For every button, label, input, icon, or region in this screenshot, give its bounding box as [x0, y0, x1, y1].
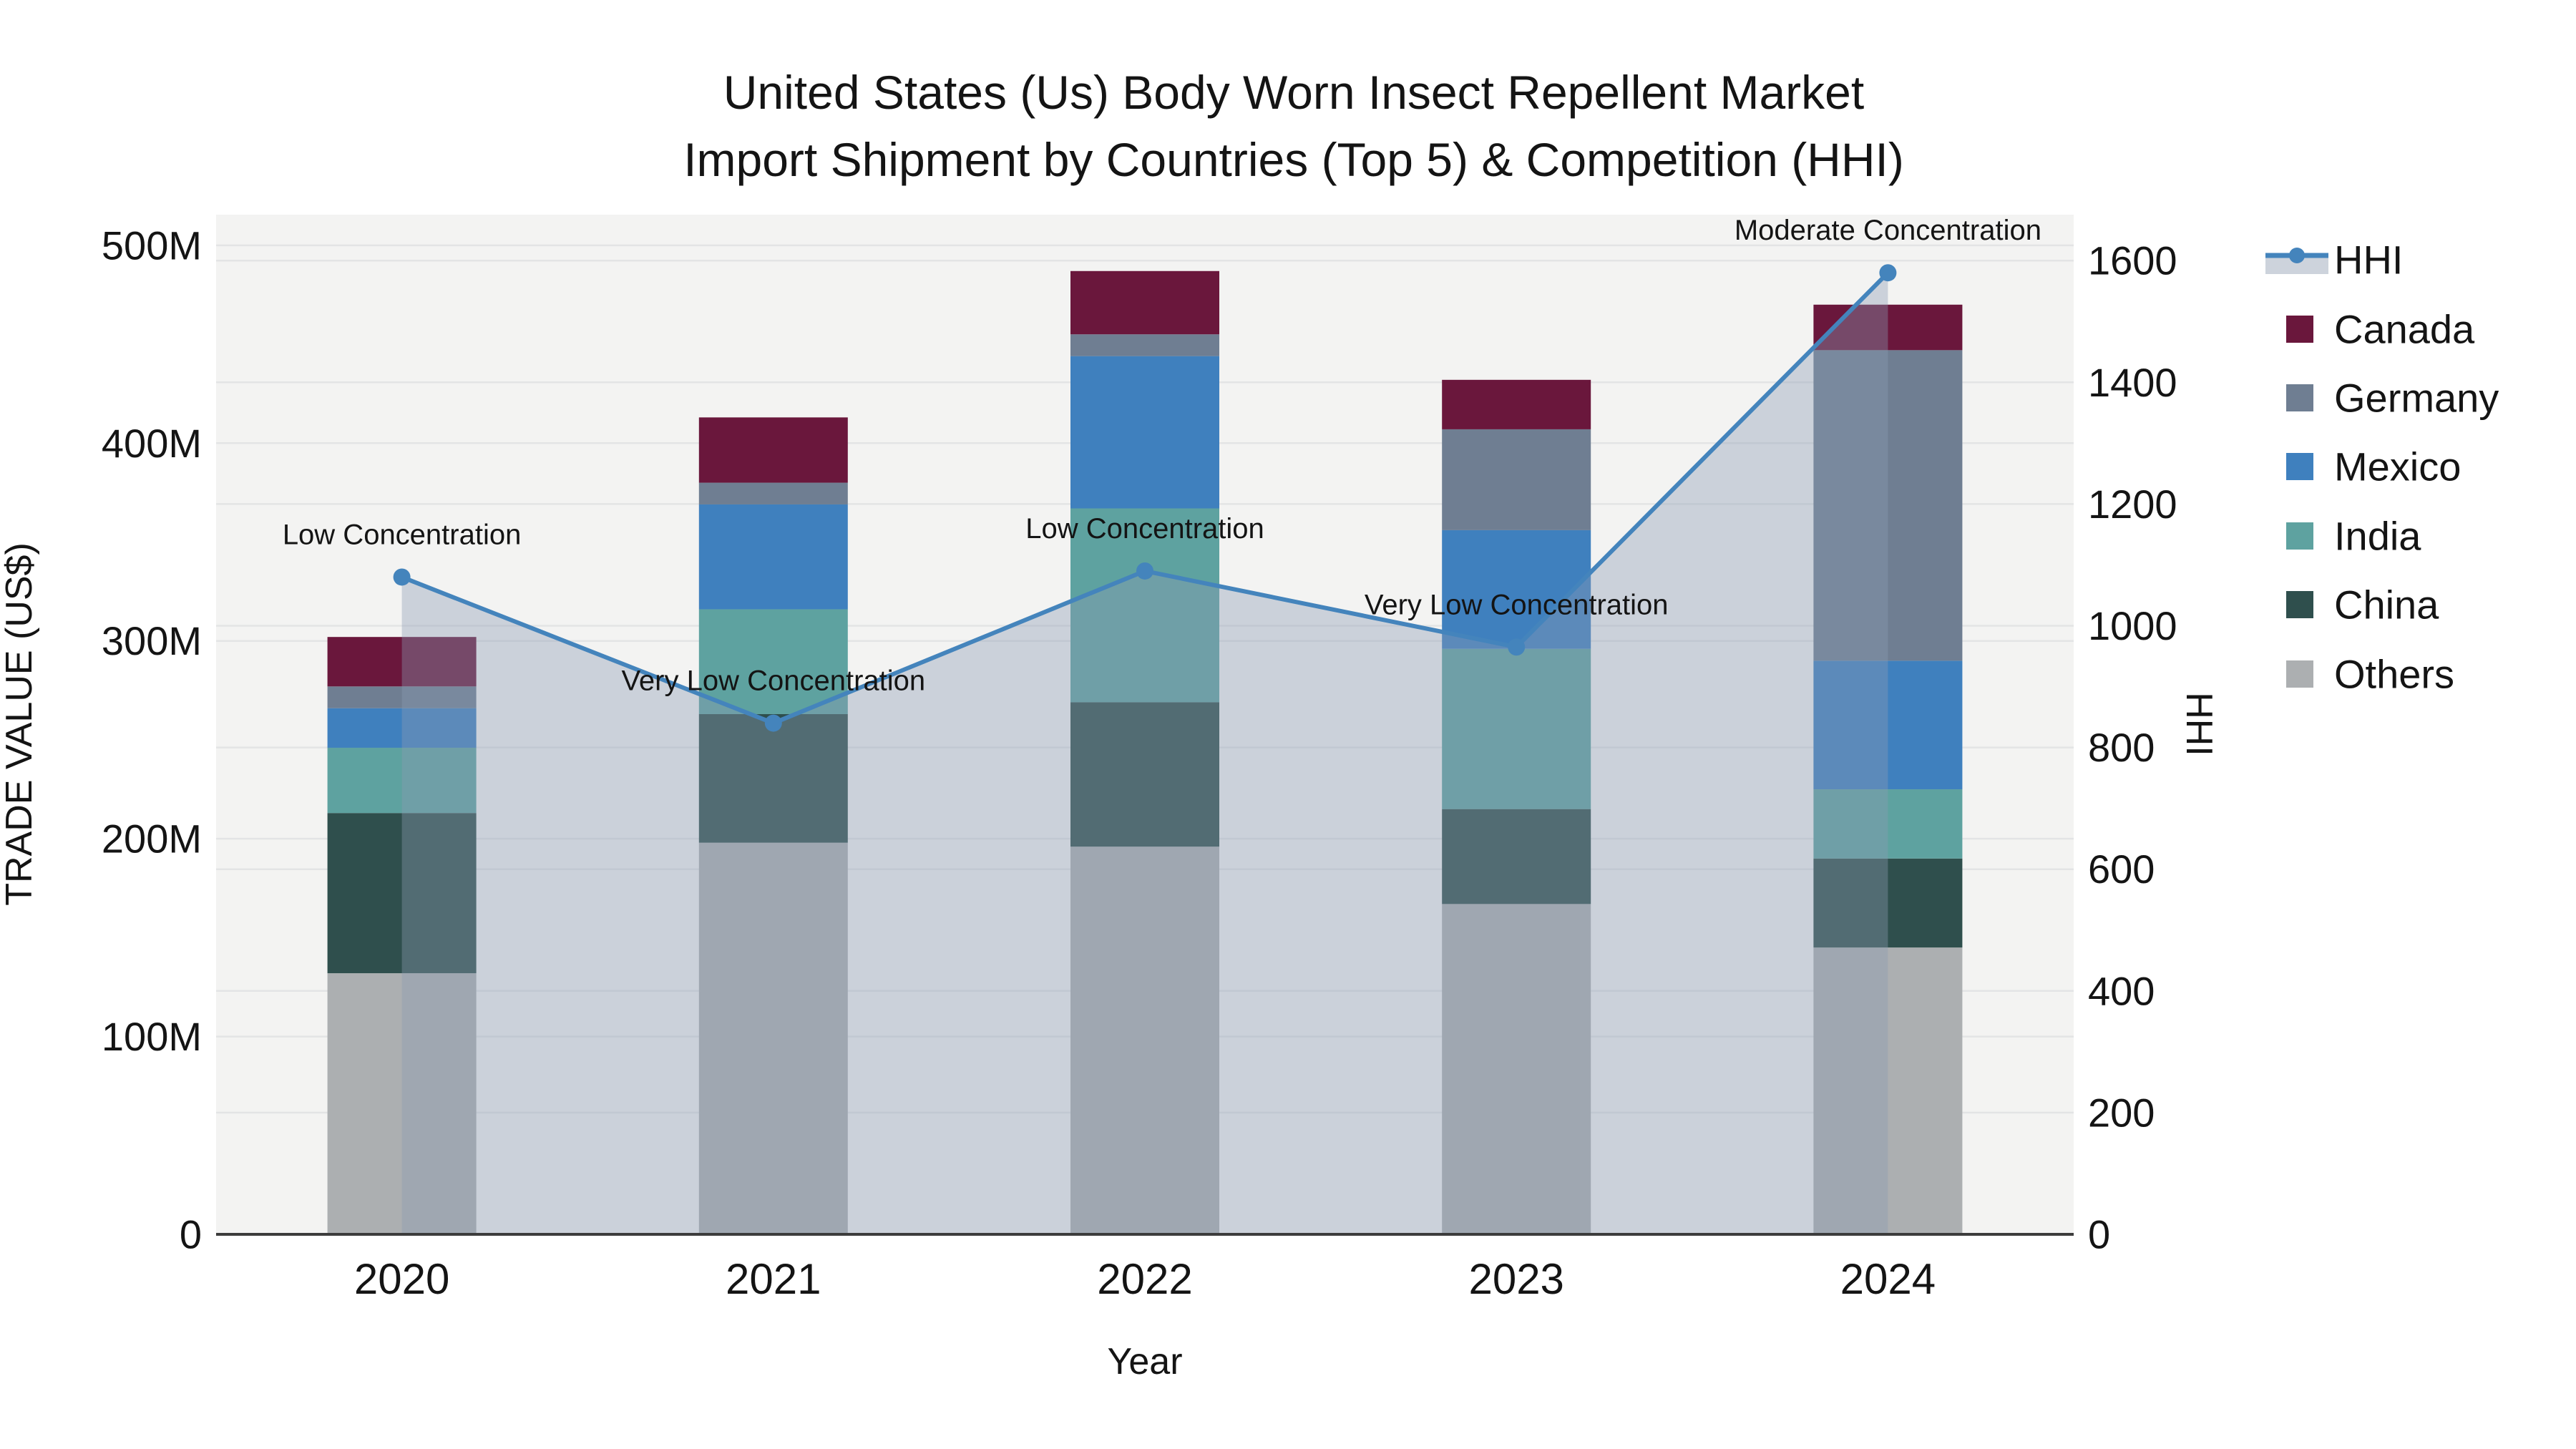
y-left-tick-500M: 500M [102, 223, 202, 268]
bar-segment-china-2021 [698, 713, 848, 843]
legend-label-canada: Canada [2334, 307, 2475, 352]
bar-segment-canada-2024 [1813, 304, 1963, 351]
bar-segment-china-2023 [1442, 809, 1591, 904]
legend-swatch-china [2286, 591, 2313, 618]
hhi-area-fill [401, 273, 1888, 1234]
bar-segment-mexico-2022 [1070, 356, 1219, 509]
legend-label-china: China [2334, 582, 2439, 628]
x-tick-2020: 2020 [354, 1255, 449, 1303]
legend-swatch-mexico [2286, 453, 2313, 480]
bar-segment-germany-2021 [698, 482, 848, 504]
y-right-tick-1200: 1200 [2088, 482, 2177, 527]
y-axis-right-title: HHI [2178, 692, 2220, 756]
annotation-2020: Low Concentration [283, 519, 522, 550]
x-axis-title: Year [1107, 1341, 1182, 1382]
legend-swatch-india [2286, 522, 2313, 550]
hhi-point-2023 [1508, 638, 1526, 656]
y-right-tick-800: 800 [2088, 725, 2155, 770]
legend-label-others: Others [2334, 652, 2454, 697]
y-right-tick-1400: 1400 [2088, 360, 2177, 405]
bar-segment-china-2022 [1070, 702, 1219, 847]
plot-generated: 0 100M 200M 300M 400M 500M 0 200 400 600 800 1000 12… [102, 215, 2499, 1303]
bar-segment-mexico-2023 [1442, 530, 1591, 649]
bar-segment-mexico-2021 [698, 504, 848, 610]
bar-segment-germany-2020 [327, 686, 477, 708]
y-left-tick-0: 0 [180, 1212, 202, 1257]
legend-label-hhi: HHI [2334, 238, 2403, 283]
legend-item-germany[interactable]: Germany [2286, 376, 2499, 421]
y-axis-left-title: TRADE VALUE (US$) [0, 542, 40, 906]
bar-segment-mexico-2020 [327, 708, 477, 748]
bar-segment-india-2020 [327, 747, 477, 814]
y-left-tick-100M: 100M [102, 1014, 202, 1059]
y-left-tick-300M: 300M [102, 618, 202, 663]
legend-label-mexico: Mexico [2334, 444, 2461, 489]
bar-segment-india-2023 [1442, 648, 1591, 809]
legend: HHI Canada Germany Mexico India China Others [2265, 238, 2499, 697]
hhi-point-2020 [393, 568, 411, 586]
legend-item-china[interactable]: China [2286, 582, 2439, 628]
annotation-2021: Very Low Concentration [621, 665, 925, 697]
legend-item-india[interactable]: India [2286, 514, 2421, 559]
chart-title-line1: United States (Us) Body Worn Insect Repe… [723, 66, 1864, 119]
hhi-point-2024 [1879, 264, 1897, 282]
legend-swatch-germany [2286, 384, 2313, 411]
y-right-tick-400: 400 [2088, 968, 2155, 1013]
chart-title-line2: Import Shipment by Countries (Top 5) & C… [683, 133, 1904, 186]
legend-hhi-marker [2289, 248, 2305, 263]
bar-segment-others-2022 [1070, 847, 1219, 1234]
legend-swatch-others [2286, 660, 2313, 688]
bar-segment-china-2020 [327, 813, 477, 974]
bar-segment-india-2024 [1813, 789, 1963, 859]
bar-segment-germany-2024 [1813, 350, 1963, 661]
x-tick-2024: 2024 [1840, 1255, 1936, 1303]
x-tick-2022: 2022 [1097, 1255, 1192, 1303]
bar-segment-mexico-2024 [1813, 660, 1963, 790]
bar-segment-india-2022 [1070, 508, 1219, 703]
legend-item-hhi[interactable]: HHI [2265, 238, 2403, 283]
bar-segment-canada-2021 [698, 417, 848, 483]
hhi-point-2021 [764, 714, 782, 732]
legend-label-germany: Germany [2334, 376, 2499, 421]
bar-segment-germany-2023 [1442, 429, 1591, 530]
bar-segment-others-2023 [1442, 904, 1591, 1234]
y-right-tick-1000: 1000 [2088, 603, 2177, 648]
bar-segment-china-2024 [1813, 858, 1963, 948]
bar-segment-others-2021 [698, 842, 848, 1234]
bar-segment-canada-2022 [1070, 270, 1219, 335]
x-tick-2021: 2021 [726, 1255, 821, 1303]
bar-segment-others-2020 [327, 973, 477, 1234]
y-left-tick-400M: 400M [102, 421, 202, 466]
hhi-point-2022 [1136, 562, 1153, 580]
annotation-2024: Moderate Concentration [1735, 215, 2041, 246]
legend-item-canada[interactable]: Canada [2286, 307, 2475, 352]
y-right-tick-0: 0 [2088, 1212, 2110, 1257]
legend-label-india: India [2334, 514, 2421, 559]
y-right-tick-200: 200 [2088, 1090, 2155, 1135]
y-right-tick-1600: 1600 [2088, 238, 2177, 283]
bar-segment-canada-2020 [327, 637, 477, 687]
y-left-tick-200M: 200M [102, 816, 202, 862]
legend-swatch-canada [2286, 316, 2313, 343]
legend-item-others[interactable]: Others [2286, 652, 2454, 697]
legend-item-mexico[interactable]: Mexico [2286, 444, 2461, 489]
x-tick-2023: 2023 [1468, 1255, 1563, 1303]
annotation-2022: Low Concentration [1025, 513, 1264, 545]
bar-segment-india-2021 [698, 609, 848, 714]
stacked-bars [327, 270, 1963, 1234]
bar-segment-canada-2023 [1442, 379, 1591, 429]
bar-segment-others-2024 [1813, 947, 1963, 1234]
annotation-2023: Very Low Concentration [1365, 589, 1669, 620]
y-right-tick-600: 600 [2088, 847, 2155, 892]
bar-segment-germany-2022 [1070, 334, 1219, 356]
